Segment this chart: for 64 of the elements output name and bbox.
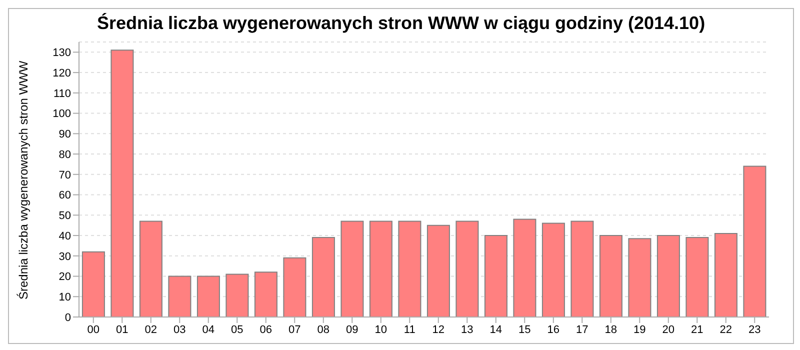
x-tick-label: 01 [116,324,128,336]
y-tick-label: 100 [52,108,71,120]
x-tick-label: 05 [231,324,244,336]
x-tick-label: 20 [662,324,674,336]
y-tick-label: 120 [52,67,71,80]
x-tick-label: 18 [604,324,617,336]
y-tick-label: 70 [58,169,71,182]
bar [283,257,306,317]
x-tick-label: 07 [288,324,301,336]
bar [168,276,192,317]
bar [254,272,278,317]
bar [426,224,450,317]
bar [196,276,220,317]
y-tick-label: 90 [58,128,71,141]
bar [484,235,508,317]
bar [139,220,162,317]
x-tick-label: 12 [432,324,444,336]
bar [714,232,738,317]
chart-title: Średnia liczba wygenerowanych stron WWW w ciągu godziny (2014.10) [96,13,706,34]
bar [743,166,766,317]
y-tick-label: 20 [58,271,71,284]
bar [599,235,622,317]
x-tick-label: 19 [634,324,646,336]
x-tick-label: 06 [260,324,272,336]
x-tick-label: 03 [174,324,186,336]
y-tick-label: 60 [58,190,71,202]
x-tick-label: 00 [87,324,100,336]
bar [82,251,105,317]
x-tick-label: 22 [720,324,732,336]
y-axis-title: Średnia liczba wygenerowanych stron WWW [16,60,30,300]
bar [398,220,422,317]
x-tick-label: 13 [461,324,474,336]
x-tick-label: 17 [576,324,588,336]
bar [312,237,335,317]
x-tick-label: 08 [317,324,330,336]
y-tick-label: 40 [58,230,71,242]
x-tick-label: 02 [144,324,157,336]
y-tick-label: 50 [58,210,71,222]
x-tick-label: 21 [691,324,704,336]
y-tick-label: 30 [58,250,71,263]
bar [110,50,134,317]
y-tick-label: 80 [58,148,71,161]
y-tick-label: 130 [52,47,71,60]
bar [656,235,680,317]
bar [628,238,652,317]
x-tick-label: 15 [518,324,531,336]
y-tick-label: 110 [53,88,71,100]
y-tick-label: 10 [58,292,71,304]
bar [226,274,249,317]
x-tick-label: 04 [202,324,214,336]
bar [340,220,364,317]
bar [456,220,479,317]
bar [570,220,594,317]
bar [369,220,392,317]
y-tick-label: 0 [64,312,71,324]
bar [542,222,565,317]
x-tick-label: 11 [404,324,416,336]
x-tick-label: 16 [547,324,560,336]
x-tick-label: 09 [346,324,358,336]
bar [513,218,536,317]
x-tick-label: 23 [748,324,761,336]
bar [686,237,709,317]
x-tick-label: 14 [490,324,502,336]
x-tick-label: 10 [374,324,387,336]
